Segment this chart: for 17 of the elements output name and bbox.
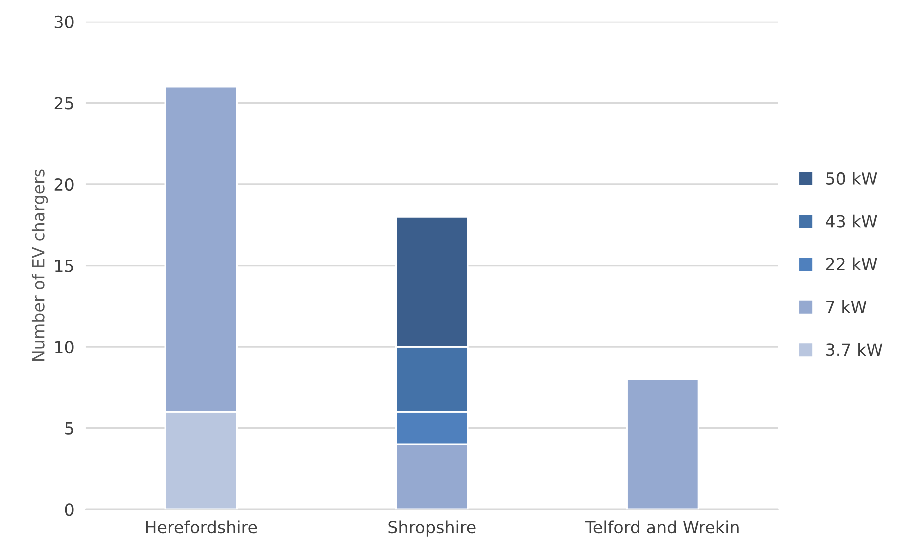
- y-tick-label: 10: [55, 341, 74, 354]
- bar: [626, 378, 700, 510]
- y-tick-label: 5: [66, 422, 74, 435]
- x-tick-label: Herefordshire: [146, 520, 258, 534]
- legend-label: 50 kW: [826, 172, 878, 186]
- y-tick-label: 15: [55, 260, 74, 272]
- legend-label: 43 kW: [826, 214, 878, 228]
- legend-label: 7 kW: [826, 300, 867, 314]
- y-axis-title: Number of EV chargers: [32, 170, 48, 361]
- legend-label: 22 kW: [826, 258, 878, 270]
- x-tick-label: Shropshire: [388, 520, 476, 537]
- y-tick-label: 30: [54, 16, 74, 28]
- legend-label: 3.7 kW: [826, 343, 883, 356]
- x-tick-label: Telford and Wrekin: [586, 520, 739, 534]
- y-tick-label: 25: [54, 97, 74, 110]
- y-tick-label: 20: [54, 178, 74, 192]
- y-tick-label: 0: [65, 504, 74, 516]
